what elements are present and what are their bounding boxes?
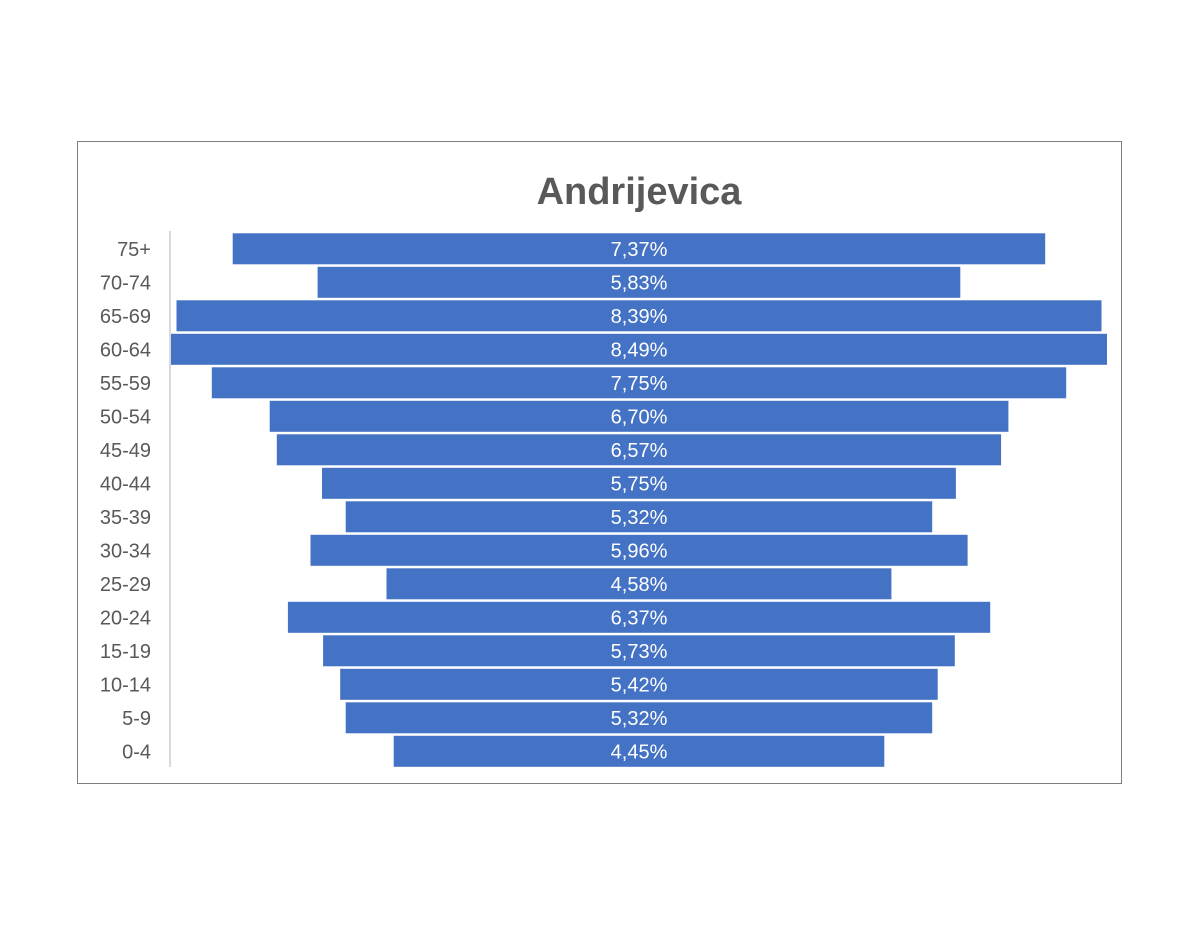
bar-70-74 bbox=[317, 266, 961, 298]
bar-15-19 bbox=[323, 635, 955, 667]
bar-40-44 bbox=[322, 467, 956, 499]
bar-20-24 bbox=[287, 601, 991, 633]
data-label-75+: 7,37% bbox=[611, 239, 668, 261]
tick-label-20-24: 20-24 bbox=[100, 607, 151, 629]
chart-frame: Andrijevica 75+ 70-74 65-69 60-64 55-59 50-54… bbox=[77, 141, 1122, 784]
tick-label-70-74: 70-74 bbox=[100, 272, 151, 294]
bar-0-4 bbox=[393, 735, 885, 767]
data-label-40-44: 5,75% bbox=[611, 473, 668, 495]
bar-55-59 bbox=[211, 367, 1067, 399]
chart-title: Andrijevica bbox=[537, 171, 743, 213]
tick-label-5-9: 5-9 bbox=[122, 708, 151, 730]
tick-label-40-44: 40-44 bbox=[100, 473, 151, 495]
data-label-65-69: 8,39% bbox=[611, 306, 668, 328]
data-label-20-24: 6,37% bbox=[611, 607, 668, 629]
data-label-50-54: 6,70% bbox=[611, 406, 668, 428]
data-label-5-9: 5,32% bbox=[611, 708, 668, 730]
tick-label-35-39: 35-39 bbox=[100, 507, 151, 529]
bar-30-34 bbox=[310, 534, 968, 566]
tick-label-0-4: 0-4 bbox=[122, 741, 151, 763]
tick-label-25-29: 25-29 bbox=[100, 574, 151, 596]
tick-label-30-34: 30-34 bbox=[100, 540, 151, 562]
bar-35-39 bbox=[345, 501, 933, 533]
bar-25-29 bbox=[386, 568, 892, 600]
data-label-60-64: 8,49% bbox=[611, 339, 668, 361]
data-label-0-4: 4,45% bbox=[611, 741, 668, 763]
tick-label-60-64: 60-64 bbox=[100, 339, 151, 361]
bar-45-49 bbox=[276, 434, 1002, 466]
population-pyramid-chart: Andrijevica 75+ 70-74 65-69 60-64 55-59 50-54… bbox=[100, 171, 1107, 767]
bar-60-64 bbox=[171, 333, 1107, 365]
tick-label-75+: 75+ bbox=[117, 239, 151, 261]
data-label-25-29: 4,58% bbox=[611, 574, 668, 596]
data-label-10-14: 5,42% bbox=[611, 674, 668, 696]
tick-label-15-19: 15-19 bbox=[100, 641, 151, 663]
tick-label-10-14: 10-14 bbox=[100, 674, 151, 696]
tick-labels-group: 75+ 70-74 65-69 60-64 55-59 50-54 45-49 40-44 35… bbox=[100, 239, 151, 763]
data-label-45-49: 6,57% bbox=[611, 440, 668, 462]
tick-label-55-59: 55-59 bbox=[100, 373, 151, 395]
data-label-30-34: 5,96% bbox=[611, 540, 668, 562]
bar-75+ bbox=[232, 233, 1046, 265]
data-label-35-39: 5,32% bbox=[611, 507, 668, 529]
data-label-55-59: 7,75% bbox=[611, 373, 668, 395]
bar-5-9 bbox=[345, 702, 933, 734]
bar-10-14 bbox=[340, 668, 938, 700]
bar-50-54 bbox=[269, 400, 1009, 432]
tick-label-45-49: 45-49 bbox=[100, 440, 151, 462]
bars-group bbox=[171, 233, 1107, 767]
tick-label-65-69: 65-69 bbox=[100, 306, 151, 328]
bar-65-69 bbox=[176, 300, 1102, 332]
data-labels-group: 7,37% 5,83% 8,39% 8,49% 7,75% 6,70% 6,57% 5,75%… bbox=[611, 239, 668, 763]
tick-label-50-54: 50-54 bbox=[100, 406, 151, 428]
data-label-15-19: 5,73% bbox=[611, 641, 668, 663]
data-label-70-74: 5,83% bbox=[611, 272, 668, 294]
